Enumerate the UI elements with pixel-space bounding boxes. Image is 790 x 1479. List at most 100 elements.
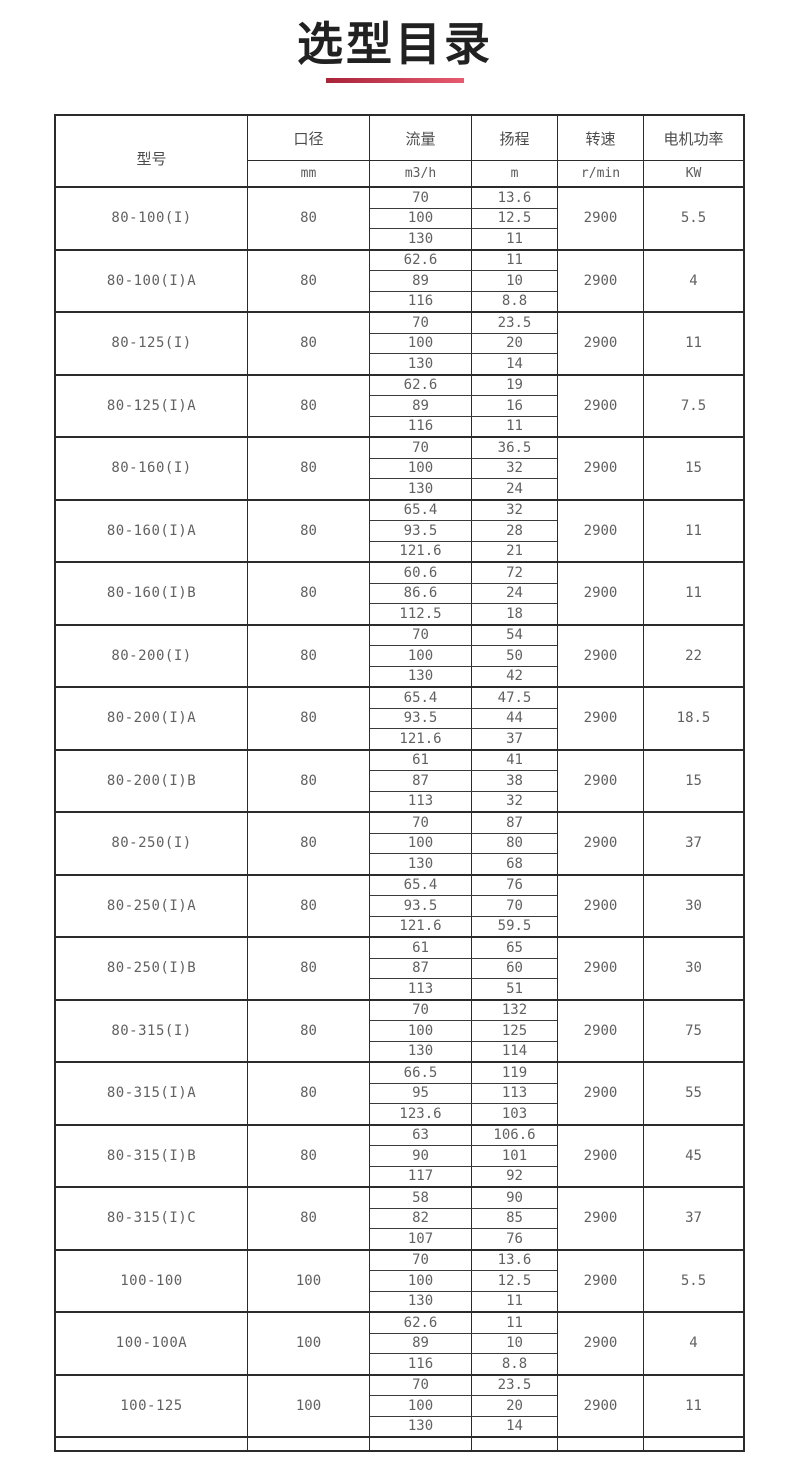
flow-value: 117 [370,1166,472,1186]
flow-value: 70 [370,625,472,645]
speed-cell: 2900 [558,500,644,561]
model-cell: 80-315(I)B [56,1125,248,1186]
head-value: 41 [506,752,523,769]
head-value: 14 [506,1418,523,1435]
head-value: 8.8 [501,293,528,310]
flow-value: 130 [370,666,472,686]
power-cell: 11 [685,522,702,539]
flow-head-subrow: 70 36.5 [370,438,557,459]
head-value: 12.5 [497,1272,532,1289]
model-cell: 80-200(I)A [56,688,248,749]
flow-value: 89 [370,1333,472,1353]
flow-head-subrow: 82 85 [370,1208,557,1229]
table-row: 80-250(I)B 80 61 65 87 60 113 51 2900 30 [56,938,743,1001]
flow-head-subrow: 65.4 47.5 [370,688,557,709]
flow-head-subrow: 93.5 28 [370,521,557,542]
column-header-diameter-label: 口径 [248,116,369,161]
flow-value: 63 [370,1125,472,1145]
flow-value: 70 [370,1375,472,1395]
model-cell: 100-100A [56,1313,248,1374]
diameter-cell: 80 [248,563,370,624]
model-cell: 100-100 [56,1250,248,1311]
power-cell: 75 [685,1022,702,1039]
flow-value: 82 [370,1208,472,1228]
flow-head-subrow: 70 132 [370,1000,557,1021]
speed-cell: 2900 [558,1000,644,1061]
flow-head-subrow: 130 24 [370,479,557,499]
head-value: 106.6 [493,1127,536,1144]
flow-value: 100 [370,333,472,353]
speed-cell: 2900 [558,250,644,311]
flow-value: 65.4 [370,688,472,708]
flow-value: 65.4 [370,875,472,895]
model-cell: 80-125(I) [56,313,248,374]
flow-head-group: 70 13.6 100 12.5 130 11 [370,1250,558,1311]
diameter-cell: 80 [248,1188,370,1249]
model-cell: 80-315(I) [56,1000,248,1061]
head-value: 38 [506,772,523,789]
head-value: 8.8 [501,1355,528,1372]
model-cell: 80-250(I)B [56,938,248,999]
flow-value: 116 [370,416,472,436]
flow-value: 113 [370,791,472,811]
flow-value: 100 [370,208,472,228]
flow-value: 70 [370,438,472,458]
head-value: 20 [506,1397,523,1414]
power-cell: 55 [685,1085,702,1102]
flow-value: 93.5 [370,896,472,916]
flow-head-subrow: 93.5 44 [370,708,557,729]
flow-head-group: 60.6 72 86.6 24 112.5 18 [370,563,558,624]
flow-head-subrow: 100 12.5 [370,208,557,229]
flow-value: 107 [370,1229,472,1249]
power-cell: 30 [685,897,702,914]
flow-head-group: 65.4 47.5 93.5 44 121.6 37 [370,688,558,749]
flow-value: 121.6 [370,916,472,936]
table-row: 80-250(I)A 80 65.4 76 93.5 70 121.6 59.5… [56,875,743,938]
head-value: 72 [506,564,523,581]
flow-head-group: 62.6 19 89 16 116 11 [370,375,558,436]
flow-value: 130 [370,1041,472,1061]
flow-value: 130 [370,854,472,874]
speed-cell: 2900 [558,1188,644,1249]
speed-cell: 2900 [558,875,644,936]
head-value: 68 [506,855,523,872]
flow-head-subrow: 87 38 [370,771,557,792]
flow-head-subrow: 93.5 70 [370,896,557,917]
power-cell: 7.5 [680,397,707,414]
speed-cell: 2900 [558,1063,644,1124]
model-cell: 80-100(I)A [56,250,248,311]
head-value: 11 [506,1293,523,1310]
column-header-flow-label: 流量 [370,116,471,161]
flow-head-subrow: 100 50 [370,646,557,667]
table-row: 100-100A 100 62.6 11 89 10 116 8.8 2900 … [56,1313,743,1376]
head-value: 54 [506,627,523,644]
head-value: 125 [501,1022,528,1039]
flow-value: 65.4 [370,500,472,520]
flow-head-subrow: 66.5 119 [370,1063,557,1084]
flow-head-subrow: 70 13.6 [370,188,557,209]
head-value: 87 [506,814,523,831]
speed-cell: 2900 [558,375,644,436]
head-value [472,1438,557,1450]
table-row: 100-100 100 70 13.6 100 12.5 130 11 2900… [56,1250,743,1313]
speed-cell [558,1438,644,1450]
flow-value: 123.6 [370,1104,472,1124]
flow-head-subrow: 100 80 [370,833,557,854]
model-cell: 80-100(I) [56,188,248,249]
table-row: 80-250(I) 80 70 87 100 80 130 68 2900 37 [56,813,743,876]
head-value: 76 [506,1230,523,1247]
model-cell: 80-160(I)B [56,563,248,624]
head-value: 60 [506,960,523,977]
head-value: 16 [506,397,523,414]
power-cell: 45 [685,1147,702,1164]
flow-head-subrow: 130 42 [370,666,557,686]
flow-head-subrow: 89 10 [370,1333,557,1354]
flow-value: 121.6 [370,541,472,561]
flow-head-subrow: 89 16 [370,396,557,417]
diameter-cell: 80 [248,1063,370,1124]
flow-value: 116 [370,291,472,311]
table-row: 80-160(I)A 80 65.4 32 93.5 28 121.6 21 2… [56,500,743,563]
flow-value: 100 [370,1021,472,1041]
flow-value: 70 [370,313,472,333]
flow-value: 121.6 [370,729,472,749]
